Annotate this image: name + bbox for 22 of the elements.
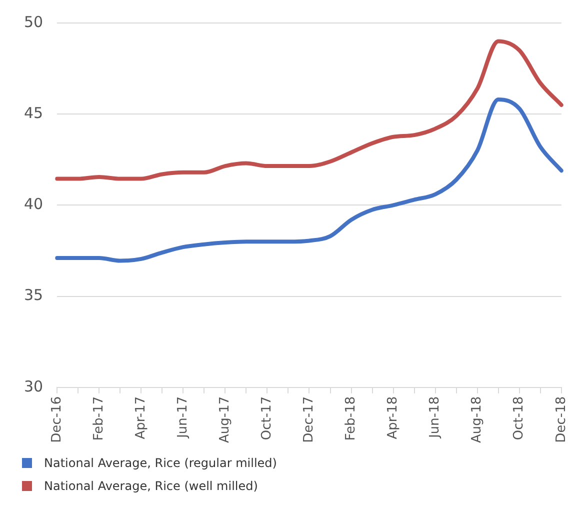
x-tick-label: Dec-17 (302, 396, 317, 443)
x-tick-label: Jun-17 (176, 396, 191, 439)
y-tick-label: 30 (24, 377, 44, 396)
x-tick-label: Aug-18 (470, 396, 485, 444)
x-tick-label: Feb-18 (344, 396, 359, 441)
x-tick-label: Jun-18 (428, 396, 443, 439)
y-tick-label: 50 (24, 12, 44, 31)
x-tick-label: Aug-17 (218, 396, 233, 444)
y-tick-label: 40 (24, 195, 44, 214)
x-tick-label: Apr-18 (386, 396, 401, 440)
x-tick-label: Feb-17 (91, 396, 106, 441)
x-tick-label: Oct-18 (512, 396, 527, 440)
line-series (55, 98, 564, 263)
line-series (55, 39, 564, 181)
legend-label: National Average, Rice (well milled) (44, 479, 258, 493)
legend-label: National Average, Rice (regular milled) (44, 456, 277, 470)
x-tick-label: Dec-16 (49, 396, 64, 443)
x-tick-label: Dec-18 (554, 396, 569, 443)
x-tick-label: Oct-17 (260, 396, 275, 440)
x-tick-label: Apr-17 (134, 396, 149, 440)
y-tick-label: 35 (24, 286, 44, 304)
y-tick-label: 45 (24, 104, 44, 122)
